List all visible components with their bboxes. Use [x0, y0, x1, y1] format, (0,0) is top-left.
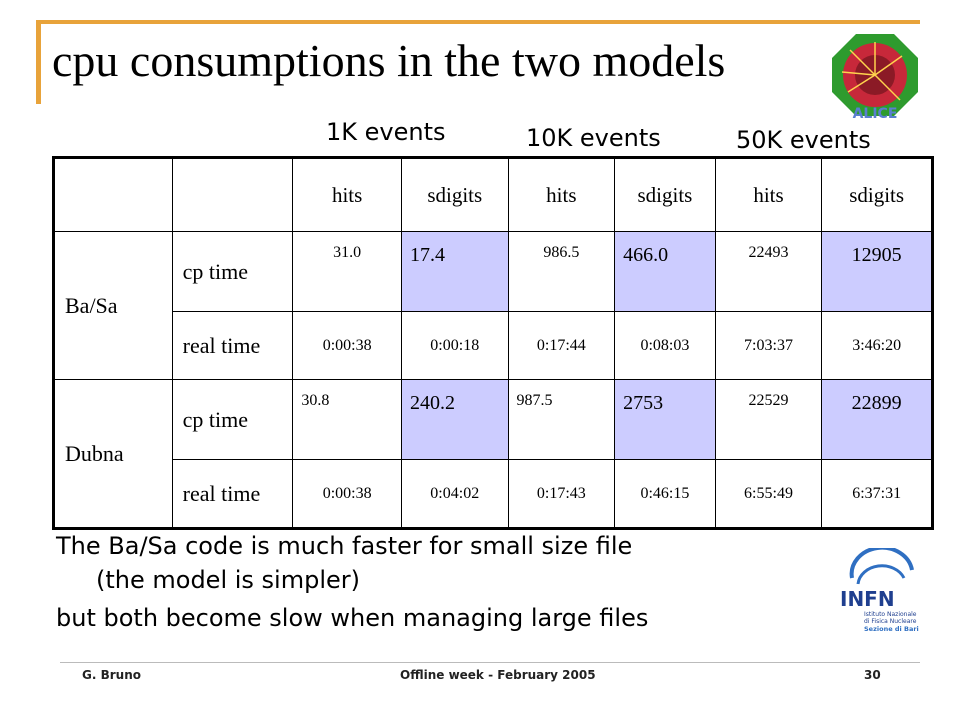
table-cell: 22493 [714, 231, 823, 312]
table-row: Ba/Sa cp time 31.0 17.4 986.5 466.0 2249… [53, 231, 933, 380]
footer-author: G. Bruno [82, 668, 141, 682]
metric-label: real time [171, 459, 294, 529]
table-cell: 987.5 [507, 379, 616, 460]
note-line-1: The Ba/Sa code is much faster for small … [56, 532, 633, 560]
svg-text:Istituto Nazionale: Istituto Nazionale [864, 611, 917, 618]
note-line-2: (the model is simpler) [96, 566, 360, 594]
header-cell: sdigits [821, 157, 933, 232]
footer-divider [60, 662, 920, 663]
svg-text:Sezione di Bari: Sezione di Bari [864, 625, 919, 633]
slide-title: cpu consumptions in the two models [52, 35, 726, 86]
table-cell: 466.0 [614, 231, 716, 312]
event-label-1k: 1K events [326, 118, 446, 146]
title-frame-left [36, 22, 41, 104]
metric-label: real time [171, 311, 294, 380]
event-label-10k: 10K events [526, 124, 661, 152]
svg-text:ALICE: ALICE [853, 106, 898, 122]
table-cell: 0:04:02 [400, 459, 509, 529]
header-cell: hits [714, 157, 823, 232]
table-cell: 0:46:15 [614, 459, 716, 529]
site-label-basa: Ba/Sa [53, 231, 173, 380]
table-row: real time 0:00:38 0:04:02 0:17:43 0:46:1… [54, 459, 933, 529]
svg-text:di Fisica Nucleare: di Fisica Nucleare [864, 618, 917, 625]
table-cell: 22899 [821, 379, 933, 460]
table-cell: 0:00:18 [400, 311, 509, 380]
table-header-row: hits sdigits hits sdigits hits sdigits [53, 157, 933, 232]
table-cell: 6:55:49 [714, 459, 823, 529]
table-cell: 3:46:20 [821, 311, 933, 380]
table-cell: 6:37:31 [821, 459, 933, 529]
infn-logo: INFN Istituto Nazionale di Fisica Nuclea… [840, 548, 919, 633]
site-label-dubna: Dubna [53, 379, 173, 529]
table-cell: 30.8 [292, 379, 402, 460]
table-row: Dubna cp time 30.8 240.2 987.5 2753 2252… [53, 379, 933, 529]
table-cell: 7:03:37 [714, 311, 823, 380]
metric-label: cp time [171, 231, 294, 312]
table-cell: 0:00:38 [292, 459, 402, 529]
cpu-table: hits sdigits hits sdigits hits sdigits B… [52, 156, 934, 530]
table-cell: 2753 [614, 379, 716, 460]
table-cell: 0:17:44 [507, 311, 616, 380]
table-cell: 986.5 [507, 231, 616, 312]
header-cell: hits [292, 157, 402, 232]
footer-event: Offline week - February 2005 [400, 668, 596, 682]
table-cell: 0:17:43 [507, 459, 616, 529]
table-cell: 240.2 [400, 379, 509, 460]
table-cell: 31.0 [292, 231, 402, 312]
page-number: 30 [864, 668, 881, 682]
svg-text:INFN: INFN [840, 587, 895, 611]
table-cell: 12905 [821, 231, 933, 312]
header-cell [171, 157, 294, 232]
table-cell: 22529 [714, 379, 823, 460]
table-cell: 17.4 [400, 231, 509, 312]
title-frame-top [36, 20, 920, 24]
event-label-50k: 50K events [736, 126, 871, 154]
note-line-3: but both become slow when managing large… [56, 604, 649, 632]
table-cell: 0:00:38 [292, 311, 402, 380]
header-cell: sdigits [400, 157, 509, 232]
header-cell [53, 157, 173, 232]
header-cell: hits [507, 157, 616, 232]
table-cell: 0:08:03 [614, 311, 716, 380]
alice-logo: ALICE [832, 34, 918, 122]
header-cell: sdigits [614, 157, 716, 232]
table-row: real time 0:00:38 0:00:18 0:17:44 0:08:0… [54, 311, 933, 380]
metric-label: cp time [171, 379, 294, 460]
